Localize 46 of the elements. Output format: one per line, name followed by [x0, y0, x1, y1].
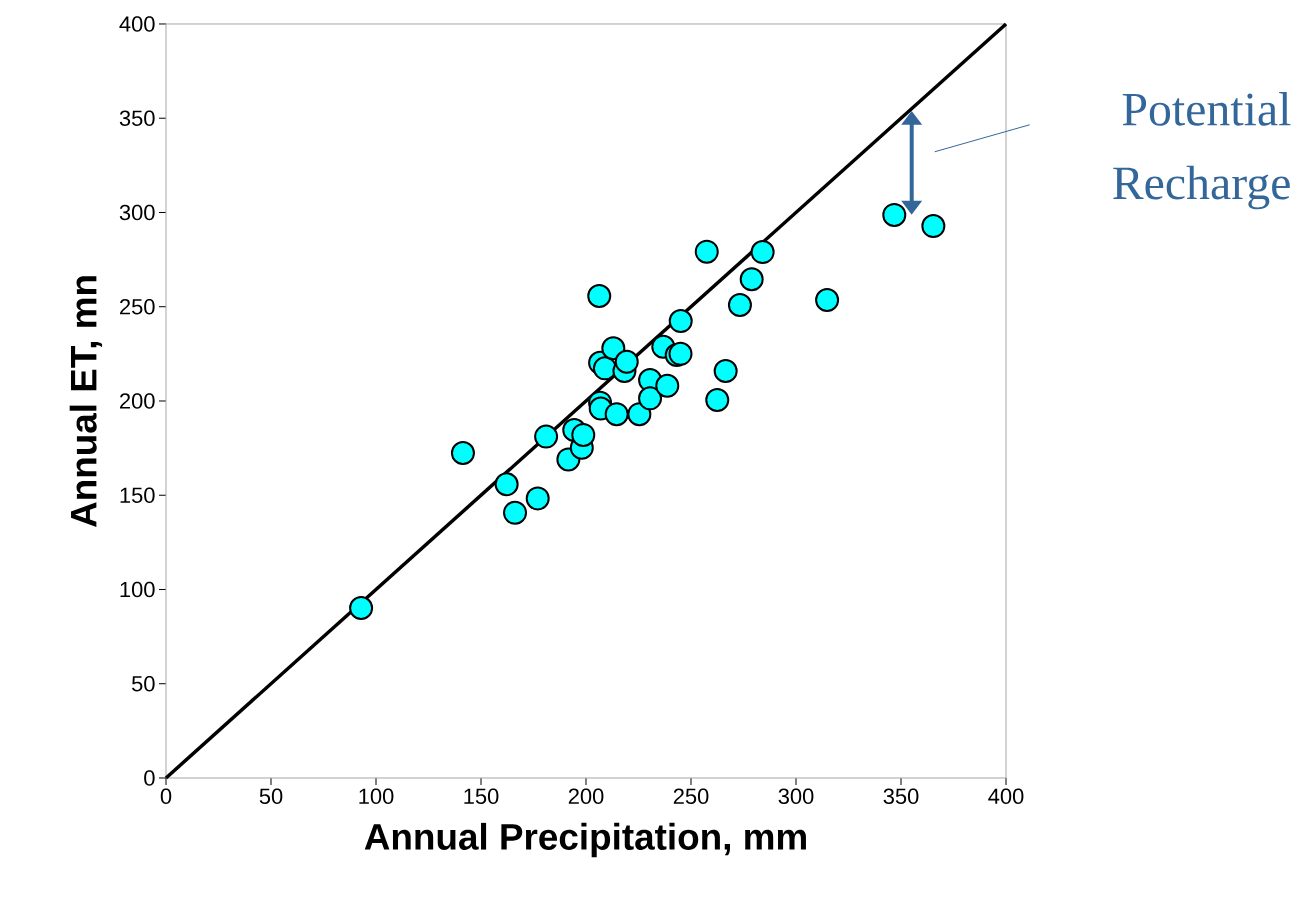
point: [882, 202, 907, 227]
x-tick-label: 150: [464, 788, 499, 805]
point: [587, 283, 612, 308]
x-tick-label: 100: [359, 788, 394, 805]
point: [601, 336, 626, 361]
point: [713, 359, 738, 384]
point: [668, 309, 693, 334]
text: Potential Recharge: [1113, 92, 1291, 210]
x-tick-label: 300: [778, 788, 814, 805]
y-tick-label: 400: [119, 16, 155, 32]
point: [694, 239, 719, 264]
point: [727, 293, 752, 318]
y-tick-label: 200: [120, 393, 155, 409]
y-tick-label: 150: [120, 487, 155, 503]
y-tick-label: 350: [119, 110, 155, 126]
point: [494, 472, 519, 497]
point: [614, 349, 639, 374]
x-tick-label: 50: [259, 788, 283, 805]
y-tick-label: 300: [119, 204, 155, 221]
y-tick-label: 250: [120, 298, 155, 315]
point: [638, 386, 663, 411]
point: [604, 402, 629, 427]
x-axis-title: Annual Precipitation, mm: [364, 822, 806, 858]
point: [705, 388, 730, 413]
point: [921, 214, 946, 239]
point: [349, 595, 374, 620]
point: [534, 424, 559, 449]
y-axis-title: Annual ET, mn: [69, 276, 103, 528]
point: [668, 341, 693, 366]
x-tick-label: 250: [673, 788, 709, 805]
point: [750, 240, 775, 265]
y-tick-label: 50: [131, 675, 155, 692]
x-tick-label: 0: [160, 788, 172, 805]
x-tick-label: 350: [883, 788, 919, 805]
x-tick-label: 400: [988, 788, 1024, 805]
y-tick-label: 0: [144, 770, 155, 786]
point: [739, 267, 764, 292]
point: [450, 441, 475, 466]
point: [627, 402, 652, 427]
y-tick-label: 100: [120, 581, 155, 598]
point: [655, 373, 680, 398]
point: [503, 500, 528, 525]
point: [525, 486, 550, 511]
point: [571, 422, 596, 447]
x-tick-label: 200: [568, 788, 604, 805]
point: [815, 287, 840, 312]
